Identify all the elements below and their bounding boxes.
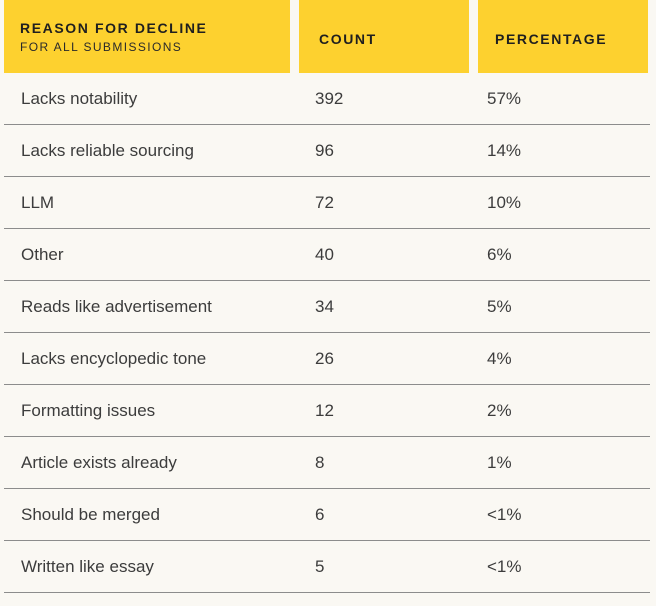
percentage-cell: 1% [487,452,512,472]
reason-cell: Other [21,244,64,264]
table-row: LLM 72 10% [4,177,650,229]
count-cell: 12 [315,400,334,420]
table-row: Should be merged 6 <1% [4,489,650,541]
percentage-cell: <1% [487,504,522,524]
percentage-cell: 57% [487,88,522,108]
reason-cell: Written like essay [21,556,154,576]
reason-cell: Formatting issues [21,400,156,420]
reason-cell: LLM [21,192,55,212]
header-reason-label: REASON FOR DECLINE [20,19,208,36]
count-cell: 5 [315,556,325,576]
table-row: Other 40 6% [4,229,650,281]
count-cell: 96 [315,140,334,160]
count-cell: 392 [315,88,344,108]
reason-cell: Lacks notability [21,88,138,108]
table-header: REASON FOR DECLINE FOR ALL SUBMISSIONS C… [4,0,650,73]
header-reason: REASON FOR DECLINE FOR ALL SUBMISSIONS [4,0,290,73]
table-row: Article exists already 8 1% [4,437,650,489]
header-count-label: COUNT [319,30,377,47]
table-row: Lacks reliable sourcing 96 14% [4,125,650,177]
percentage-cell: 10% [487,192,522,212]
header-reason-sublabel: FOR ALL SUBMISSIONS [20,39,183,54]
count-cell: 34 [315,296,334,316]
reason-cell: Article exists already [21,452,177,472]
reason-cell: Should be merged [21,504,160,524]
decline-reasons-table: REASON FOR DECLINE FOR ALL SUBMISSIONS C… [4,0,650,593]
percentage-cell: 6% [487,244,512,264]
table-row: Written like essay 5 <1% [4,541,650,593]
count-cell: 6 [315,504,325,524]
percentage-cell: 2% [487,400,512,420]
table-row: Formatting issues 12 2% [4,385,650,437]
header-count: COUNT [299,0,469,73]
percentage-cell: 4% [487,348,512,368]
count-cell: 8 [315,452,325,472]
table-row: Lacks notability 392 57% [4,73,650,125]
table-row: Reads like advertisement 34 5% [4,281,650,333]
count-cell: 40 [315,244,334,264]
reason-cell: Lacks encyclopedic tone [21,348,207,368]
header-percentage: PERCENTAGE [478,0,648,73]
table-row: Lacks encyclopedic tone 26 4% [4,333,650,385]
percentage-cell: <1% [487,556,522,576]
count-cell: 72 [315,192,334,212]
percentage-cell: 14% [487,140,522,160]
header-percentage-label: PERCENTAGE [495,30,608,47]
table-body: Lacks notability 392 57% Lacks reliable … [4,73,650,593]
percentage-cell: 5% [487,296,512,316]
count-cell: 26 [315,348,334,368]
reason-cell: Reads like advertisement [21,296,212,316]
reason-cell: Lacks reliable sourcing [21,140,194,160]
